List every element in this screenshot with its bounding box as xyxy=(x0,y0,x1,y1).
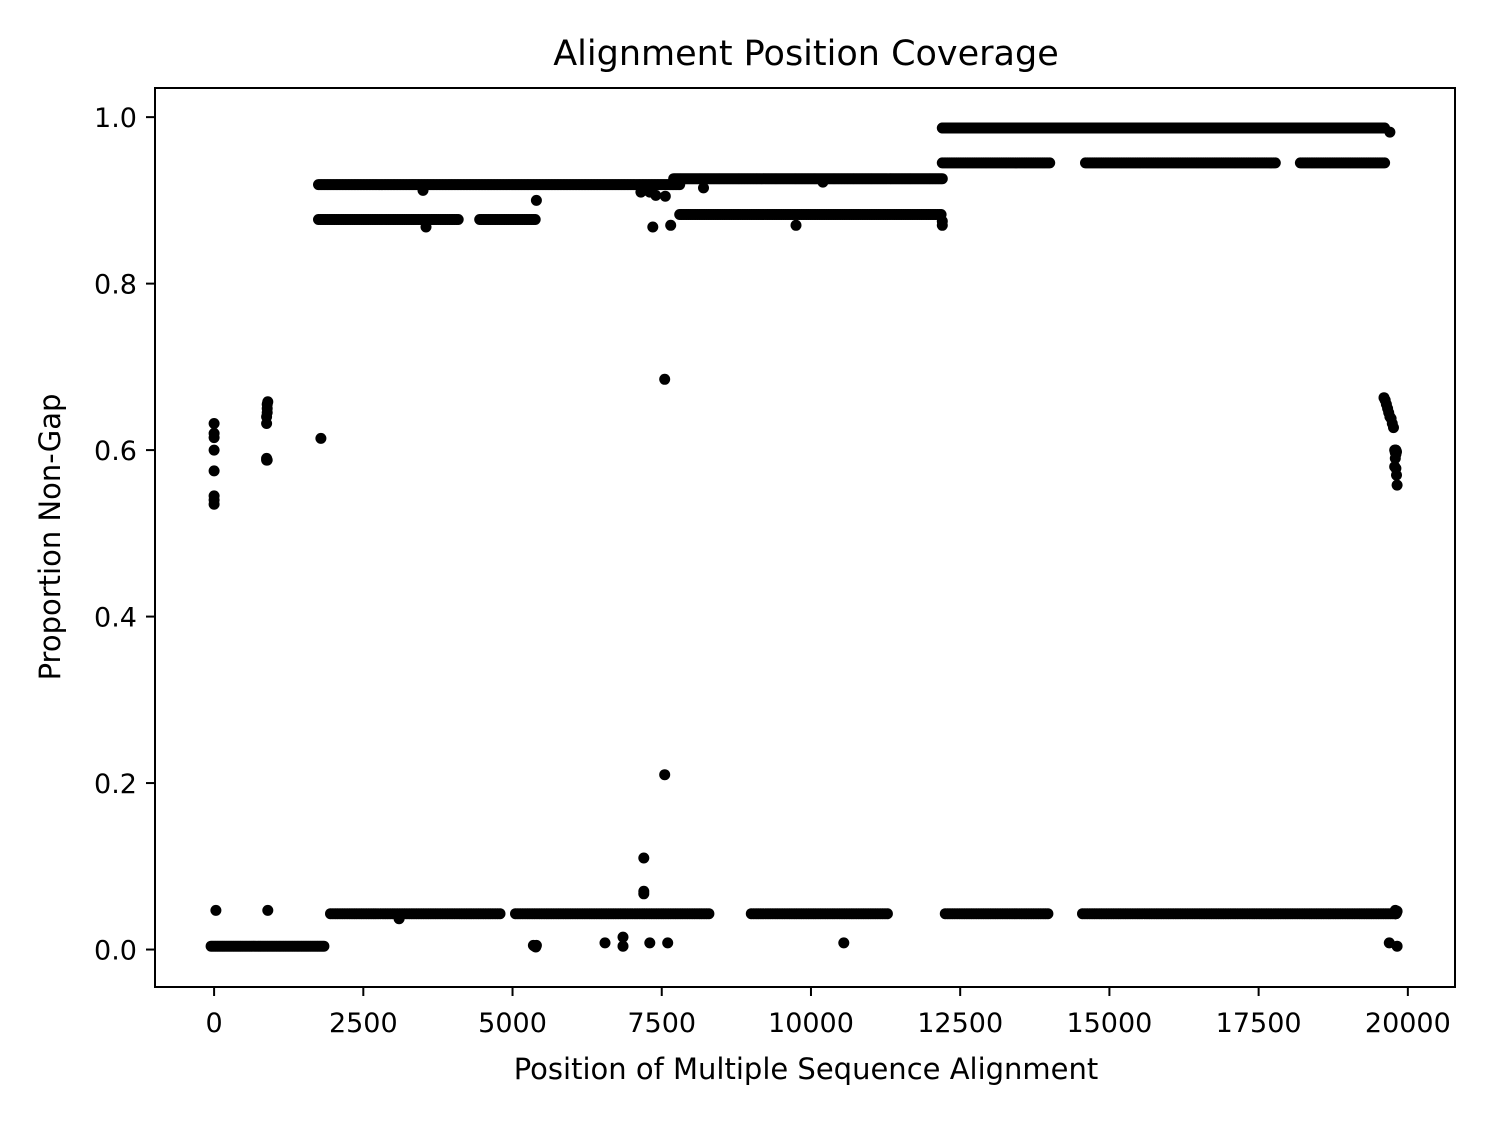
plot-marks xyxy=(205,122,1403,953)
x-tick-label: 7500 xyxy=(627,1008,696,1039)
data-point xyxy=(617,940,629,952)
data-point-band-7 xyxy=(1044,157,1056,169)
data-point xyxy=(1389,906,1401,918)
data-point xyxy=(1391,479,1403,491)
x-tick-label: 15000 xyxy=(1066,1008,1152,1039)
data-point xyxy=(659,769,671,781)
data-point xyxy=(659,190,671,202)
data-point xyxy=(262,904,274,916)
x-axis: 0 2500 5000 7500 10000 12500 15000 17500 20000 xyxy=(205,987,1451,1039)
x-tick-label: 17500 xyxy=(1216,1008,1302,1039)
data-point-band-13 xyxy=(1042,908,1054,920)
data-point xyxy=(208,427,220,439)
data-point xyxy=(936,215,948,227)
data-point-band-3 xyxy=(529,214,541,225)
data-point xyxy=(817,176,829,188)
data-point xyxy=(647,221,659,233)
x-tick-label: 10000 xyxy=(768,1008,854,1039)
data-point xyxy=(698,182,709,194)
data-point xyxy=(665,219,677,231)
data-point xyxy=(659,373,671,385)
y-axis: 0.0 0.2 0.4 0.6 0.8 1.0 xyxy=(94,103,155,967)
data-point xyxy=(208,465,220,477)
data-point xyxy=(638,888,650,900)
y-axis-label: Proportion Non-Gap xyxy=(33,394,67,681)
y-tick-label: 0.6 xyxy=(94,436,137,467)
data-point-band-4 xyxy=(936,173,948,185)
data-point xyxy=(638,852,650,864)
data-point xyxy=(208,490,220,502)
data-point xyxy=(617,931,629,943)
data-point xyxy=(1389,444,1401,456)
data-point xyxy=(1388,422,1399,434)
data-point xyxy=(262,396,274,408)
x-tick-label: 0 xyxy=(205,1008,222,1039)
data-point xyxy=(599,937,611,949)
data-point xyxy=(644,186,656,198)
y-tick-label: 1.0 xyxy=(94,103,137,134)
x-tick-label: 5000 xyxy=(478,1008,547,1039)
data-point xyxy=(635,186,647,198)
data-point-band-12 xyxy=(881,908,893,920)
data-point xyxy=(393,913,405,925)
data-point xyxy=(530,939,542,951)
x-axis-label: Position of Multiple Sequence Alignment xyxy=(514,1052,1099,1086)
data-point xyxy=(420,221,432,233)
data-point-band-11 xyxy=(703,908,715,920)
data-point xyxy=(1389,461,1401,473)
data-point xyxy=(1384,126,1396,138)
y-tick-label: 0.8 xyxy=(94,270,137,301)
data-point xyxy=(1389,452,1401,464)
data-point xyxy=(662,937,674,949)
x-tick-label: 20000 xyxy=(1365,1008,1451,1039)
y-tick-label: 0.4 xyxy=(94,603,137,634)
data-point xyxy=(790,219,802,231)
plot-frame xyxy=(154,87,1456,988)
data-point xyxy=(208,418,220,429)
data-point xyxy=(530,194,542,206)
data-point-band-9 xyxy=(1379,157,1391,169)
data-point xyxy=(644,937,656,949)
y-tick-label: 0.0 xyxy=(94,936,137,967)
data-point xyxy=(417,184,429,196)
data-point xyxy=(315,432,327,444)
x-tick-label: 12500 xyxy=(917,1008,1003,1039)
data-point xyxy=(208,444,220,456)
data-point xyxy=(210,904,222,916)
data-point xyxy=(838,937,850,949)
y-tick-label: 0.2 xyxy=(94,769,137,800)
data-point-band-10 xyxy=(494,908,506,920)
data-point-band-2 xyxy=(452,214,464,225)
data-point xyxy=(261,454,273,466)
data-point-band-8 xyxy=(1269,157,1281,169)
data-point xyxy=(1391,469,1402,481)
data-point-band-0 xyxy=(318,940,330,952)
chart-title: Alignment Position Coverage xyxy=(553,34,1059,74)
data-point xyxy=(1391,940,1403,952)
x-tick-label: 2500 xyxy=(329,1008,398,1039)
